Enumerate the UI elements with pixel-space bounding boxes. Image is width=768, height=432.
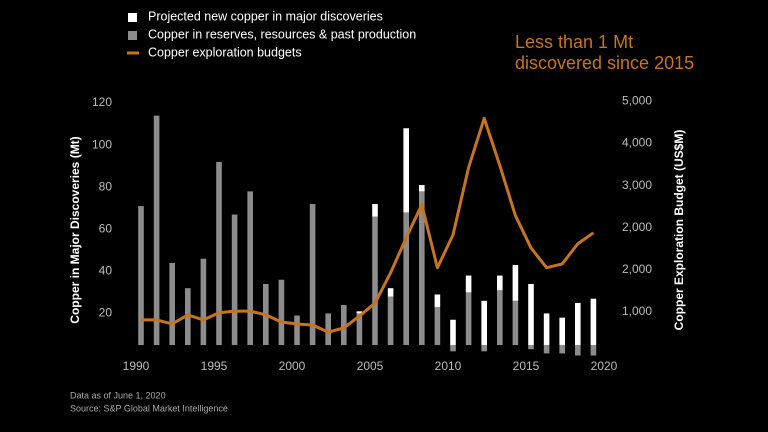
legend-label: Copper exploration budgets [148,45,302,59]
bar [465,292,472,345]
bar [356,313,363,345]
bar [450,319,456,345]
bar [575,345,581,356]
bar [356,311,363,314]
bar [294,315,300,345]
x-tick-label: 2005 [357,359,384,373]
bar [528,283,534,345]
bar [434,307,441,345]
bar [231,214,238,345]
note: Source: S&P Global Market Intelligence [70,403,228,413]
bar [512,265,519,301]
y2-tick-label: 4,000 [622,136,652,150]
bar [419,191,425,345]
bar [387,296,394,345]
legend-label: Projected new copper in major discoverie… [148,9,383,23]
note: Data as of June 1, 2020 [70,390,166,400]
line [141,116,595,334]
bar [387,288,394,297]
y-tick-label: 40 [99,264,113,278]
bar [481,345,487,352]
x-tick-label: 1995 [201,359,228,373]
y-tick-label: 20 [99,306,113,320]
bar [497,290,503,345]
x-tick-label: 1990 [123,359,150,373]
x-tick-label: 2020 [591,359,618,373]
bar [169,262,175,345]
y2-tick-label: 1,000 [622,304,652,318]
x-tick-label: 2010 [435,359,462,373]
bar [372,216,378,345]
y-tick-label: 60 [99,221,113,235]
bar [528,345,534,350]
y-tick-label: 100 [92,137,112,151]
y2-tick-label: 5,000 [622,94,652,108]
bar [575,302,581,345]
bar [403,128,409,213]
y-axis-title: Copper in Major Discoveries (Mt) [68,136,82,323]
bar [590,298,597,345]
bar [497,275,503,291]
bar [403,212,409,345]
bar [481,300,487,345]
bar [200,258,207,345]
bar [247,191,253,345]
y2-tick-label: 3,000 [622,178,652,192]
bar [559,345,565,354]
bar [153,115,160,345]
y-tick-label: 80 [99,179,113,193]
annotation: discovered since 2015 [515,53,694,73]
bar [450,345,456,352]
bar [590,345,597,356]
y2-tick-label: 2,000 [622,220,652,234]
y2-axis-title: Copper Exploration Budget (US$M) [672,130,686,331]
bar [559,317,565,345]
bar [325,313,331,345]
y2-tick-label: 2,000 [622,262,652,276]
x-tick-label: 2000 [279,359,306,373]
bar [309,204,316,345]
bar [216,161,222,345]
bar [372,204,378,217]
bar [419,185,425,192]
bar [512,300,519,345]
bar [138,206,144,345]
legend-label: Copper in reserves, resources & past pro… [148,27,416,41]
bar [543,313,550,345]
legend-swatch [128,31,137,40]
x-tick-label: 2015 [513,359,540,373]
annotation: Less than 1 Mt [515,32,633,52]
legend-swatch [128,13,137,22]
bar [465,275,472,293]
bar [278,279,285,345]
bar [543,345,550,354]
bar [434,294,441,308]
y-tick-label: 120 [92,95,112,109]
bar [341,305,347,345]
